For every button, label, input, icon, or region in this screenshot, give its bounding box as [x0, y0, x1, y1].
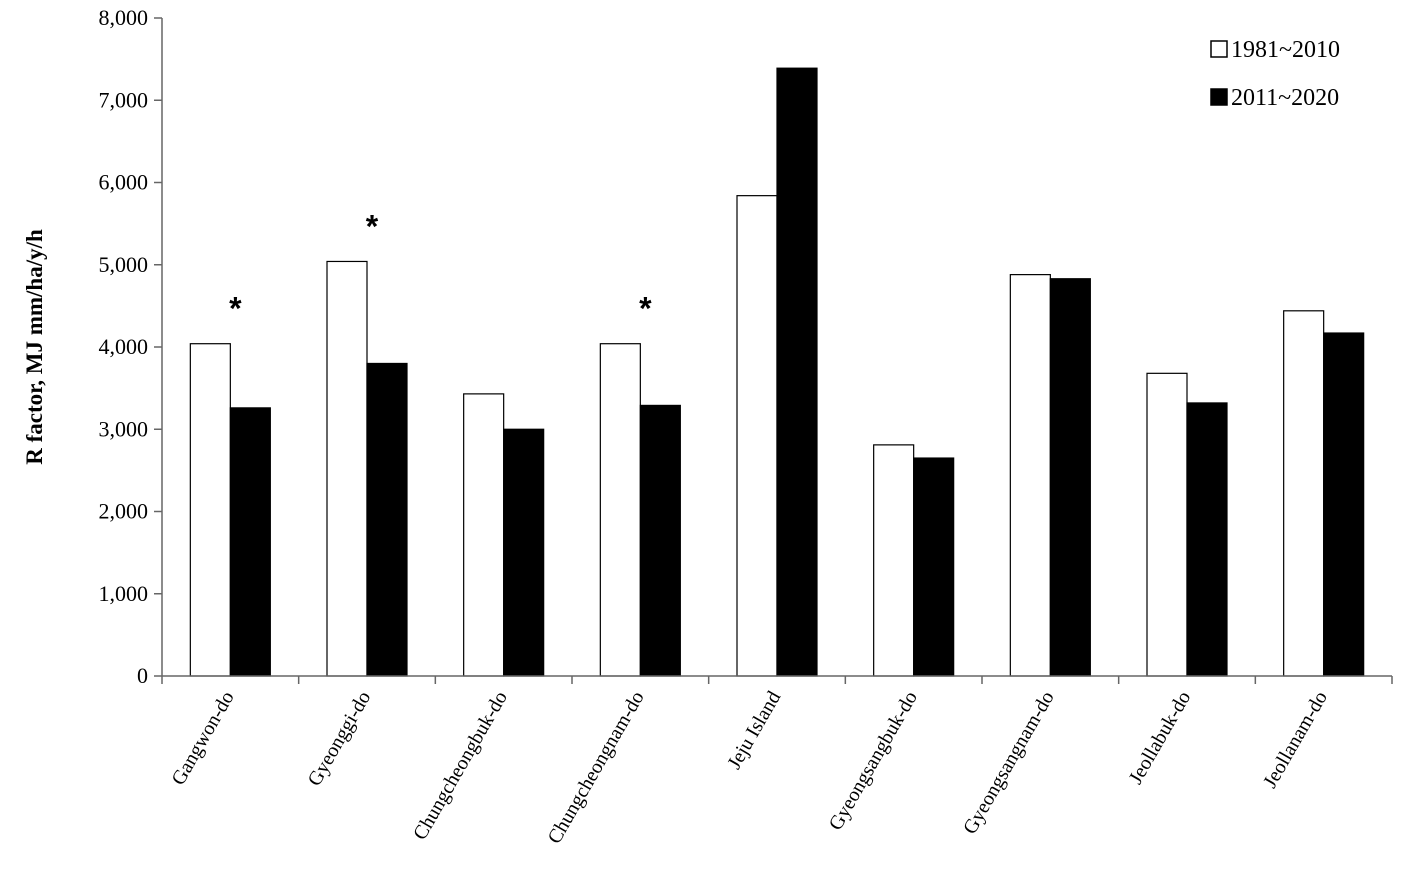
- bar-2011-2020: [776, 67, 818, 677]
- bar-2011-2020: [639, 404, 681, 677]
- x-tick-label: Jeollabuk-do: [1125, 688, 1196, 788]
- bars: * * *: [189, 67, 1365, 677]
- x-tick-label: Chungcheongbuk-do: [409, 688, 512, 844]
- significance-mark: *: [639, 291, 652, 327]
- legend-swatch: [1210, 40, 1228, 58]
- y-tick-label: 6,000: [99, 170, 149, 195]
- bar-1981-2010: [1283, 310, 1325, 677]
- bar-1981-2010: [463, 393, 505, 677]
- x-tick-label: Chungcheongnam-do: [544, 688, 649, 848]
- bar-1981-2010: [1009, 274, 1051, 677]
- legend: 1981~2010 2011~2020: [1210, 37, 1340, 111]
- x-tick-label: Gyeongsangnam-do: [959, 688, 1059, 838]
- y-axis-title: R factor, MJ mm/ha/y/h: [22, 229, 47, 465]
- significance-mark: *: [229, 291, 242, 327]
- x-tick-label: Gangwon-do: [167, 688, 238, 789]
- legend-swatch: [1210, 88, 1228, 106]
- y-tick-label: 3,000: [99, 416, 149, 441]
- bar-1981-2010: [599, 343, 641, 677]
- significance-mark: *: [366, 208, 379, 244]
- bar-1981-2010: [1146, 372, 1188, 677]
- bar-2011-2020: [366, 362, 408, 677]
- y-tick-label: 0: [137, 663, 148, 688]
- bar-2011-2020: [1049, 278, 1091, 677]
- bar-2011-2020: [1186, 402, 1228, 677]
- y-tick-label: 7,000: [99, 87, 149, 112]
- bar-1981-2010: [736, 195, 778, 677]
- bar-2011-2020: [1323, 332, 1365, 677]
- y-tick-label: 1,000: [99, 581, 149, 606]
- y-tick-label: 5,000: [99, 252, 149, 277]
- bar-2011-2020: [229, 407, 271, 677]
- y-tick-label: 2,000: [99, 499, 149, 524]
- x-tick-label: Gyeonggi-do: [304, 688, 376, 790]
- x-tick-label: Gyeongsangbuk-do: [825, 688, 922, 835]
- legend-label: 2011~2020: [1231, 85, 1339, 111]
- bar-2011-2020: [913, 457, 955, 677]
- y-axis: 0 1,000 2,000 3,000 4,000 5,000 6,000 7,000 8,00…: [99, 5, 163, 688]
- y-tick-label: 4,000: [99, 334, 149, 359]
- x-tick-label: Jeollanam-do: [1259, 688, 1332, 792]
- bar-1981-2010: [326, 260, 368, 677]
- x-axis: Gangwon-do Gyeonggi-do Chungcheongbuk-do Ch…: [161, 675, 1393, 848]
- x-tick-label: Jeju Island: [723, 688, 785, 774]
- bar-2011-2020: [503, 428, 545, 677]
- y-tick-label: 8,000: [99, 5, 149, 30]
- legend-label: 1981~2010: [1231, 37, 1340, 63]
- bar-1981-2010: [189, 343, 231, 677]
- bar-1981-2010: [873, 444, 915, 677]
